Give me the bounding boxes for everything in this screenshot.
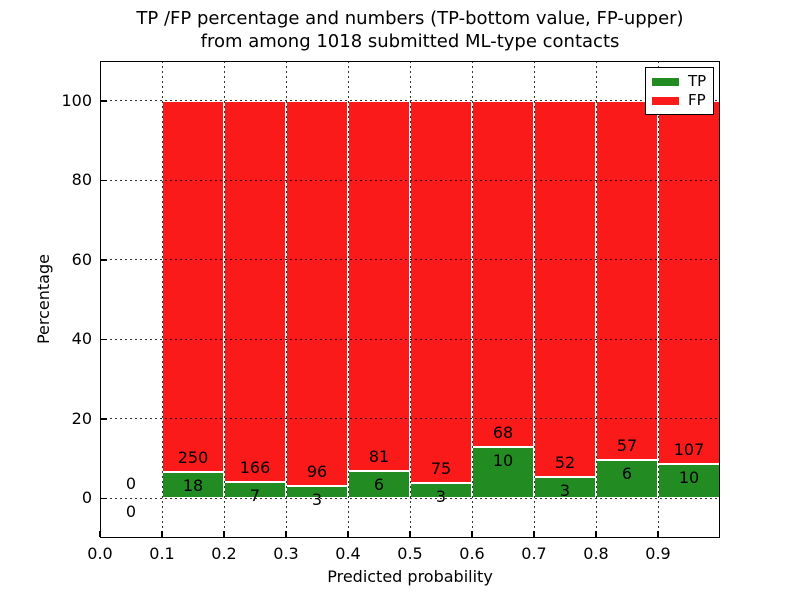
gridline-y-80 (100, 179, 720, 181)
x-tick-0.8 (595, 531, 597, 537)
x-tick-label-0.3: 0.3 (273, 544, 299, 563)
legend-swatch-tp (652, 77, 679, 86)
gridline-x-0.8 (595, 61, 597, 538)
gridline-x-0.9 (657, 61, 659, 538)
bar-segment-tp-0.4 (348, 470, 410, 499)
x-tick-label-0.1: 0.1 (149, 544, 175, 563)
y-tick-80 (101, 179, 107, 181)
x-tick-0.5 (409, 531, 411, 537)
fp-count-label-0.5: 75 (430, 458, 452, 478)
y-tick-label-100: 100 (61, 90, 92, 110)
fp-count-label-0.7: 52 (554, 452, 576, 472)
tp-count-label-0.5: 3 (435, 486, 447, 506)
legend-entry-fp: FP (652, 91, 707, 110)
bar-segment-tp-0.8 (596, 460, 658, 499)
tp-count-label-0.2: 7 (249, 486, 261, 506)
tp-count-label-0.1: 18 (182, 475, 204, 495)
fp-count-label-0.0: 0 (125, 474, 137, 494)
y-tick-label-20: 20 (71, 408, 92, 428)
gridline-x-0.1 (161, 61, 163, 538)
bar-segment-tp-0.1 (162, 471, 224, 499)
y-tick-0 (101, 497, 107, 499)
gridline-y-100 (100, 100, 720, 102)
x-tick-0.0 (99, 531, 101, 537)
fp-count-label-0.9: 107 (673, 440, 705, 460)
y-tick-label-40: 40 (71, 329, 92, 349)
y-tick-100 (101, 100, 107, 102)
gridline-y-40 (100, 338, 720, 340)
gridline-x-0.4 (347, 61, 349, 538)
tp-count-label-0.6: 10 (492, 451, 514, 471)
x-tick-0.4 (347, 531, 349, 537)
gridline-y-60 (100, 259, 720, 261)
y-tick-20 (101, 418, 107, 420)
x-tick-label-0.5: 0.5 (397, 544, 423, 563)
y-tick-label-0: 0 (81, 488, 92, 508)
tp-count-label-0.8: 6 (621, 464, 633, 484)
y-tick-label-80: 80 (71, 170, 92, 190)
tp-count-label-0.0: 0 (125, 502, 137, 522)
bar-segment-fp-0.5 (410, 100, 472, 483)
bar-segment-fp-0.2 (224, 100, 286, 483)
y-tick-60 (101, 259, 107, 261)
bar-segment-fp-0.9 (658, 100, 720, 465)
x-tick-0.7 (533, 531, 535, 537)
x-tick-0.6 (471, 531, 473, 537)
x-tick-label-0.9: 0.9 (645, 544, 671, 563)
y-tick-label-60: 60 (71, 249, 92, 269)
fp-count-label-0.3: 96 (306, 462, 328, 482)
chart-title: TP /FP percentage and numbers (TP-bottom… (100, 7, 720, 53)
fp-count-label-0.4: 81 (368, 446, 390, 466)
legend-swatch-fp (652, 96, 679, 105)
fp-count-label-0.2: 166 (239, 458, 271, 478)
gridline-x-0.6 (471, 61, 473, 538)
x-tick-0.3 (285, 531, 287, 537)
bar-segment-tp-0.9 (658, 464, 720, 499)
fp-count-label-0.6: 68 (492, 423, 514, 443)
legend-entry-tp: TP (652, 72, 707, 91)
bar-segment-fp-0.6 (472, 100, 534, 448)
x-tick-label-0.4: 0.4 (335, 544, 361, 563)
tp-count-label-0.3: 3 (311, 490, 323, 510)
tp-count-label-0.4: 6 (373, 474, 385, 494)
x-tick-label-0.6: 0.6 (459, 544, 485, 563)
chart-title-line-2: from among 1018 submitted ML-type contac… (200, 31, 620, 52)
x-tick-0.9 (657, 531, 659, 537)
legend: TP FP (645, 67, 714, 115)
x-axis-label: Predicted probability (327, 567, 493, 586)
x-tick-0.1 (161, 531, 163, 537)
x-tick-label-0.8: 0.8 (583, 544, 609, 563)
bar-segment-fp-0.3 (286, 100, 348, 487)
gridline-x-0.2 (223, 61, 225, 538)
x-tick-label-0.7: 0.7 (521, 544, 547, 563)
gridline-y-20 (100, 418, 720, 420)
chart-title-line-1: TP /FP percentage and numbers (TP-bottom… (136, 8, 684, 29)
bar-segment-fp-0.4 (348, 100, 410, 471)
gridline-y-0 (100, 497, 720, 499)
legend-label-fp: FP (688, 91, 706, 109)
fp-count-label-0.8: 57 (616, 436, 638, 456)
x-tick-label-0.2: 0.2 (211, 544, 237, 563)
tp-count-label-0.7: 3 (559, 480, 571, 500)
y-axis-label: Percentage (34, 254, 53, 345)
gridline-x-0.7 (533, 61, 535, 538)
y-tick-40 (101, 338, 107, 340)
gridline-x-0.5 (409, 61, 411, 538)
legend-label-tp: TP (688, 72, 707, 90)
fp-count-label-0.1: 250 (177, 447, 209, 467)
gridline-x-0.3 (285, 61, 287, 538)
bar-segment-fp-0.1 (162, 100, 224, 472)
tp-count-label-0.9: 10 (678, 468, 700, 488)
x-tick-label-0.0: 0.0 (87, 544, 113, 563)
x-tick-0.2 (223, 531, 225, 537)
bar-segment-fp-0.8 (596, 100, 658, 461)
bar-segment-fp-0.7 (534, 100, 596, 477)
